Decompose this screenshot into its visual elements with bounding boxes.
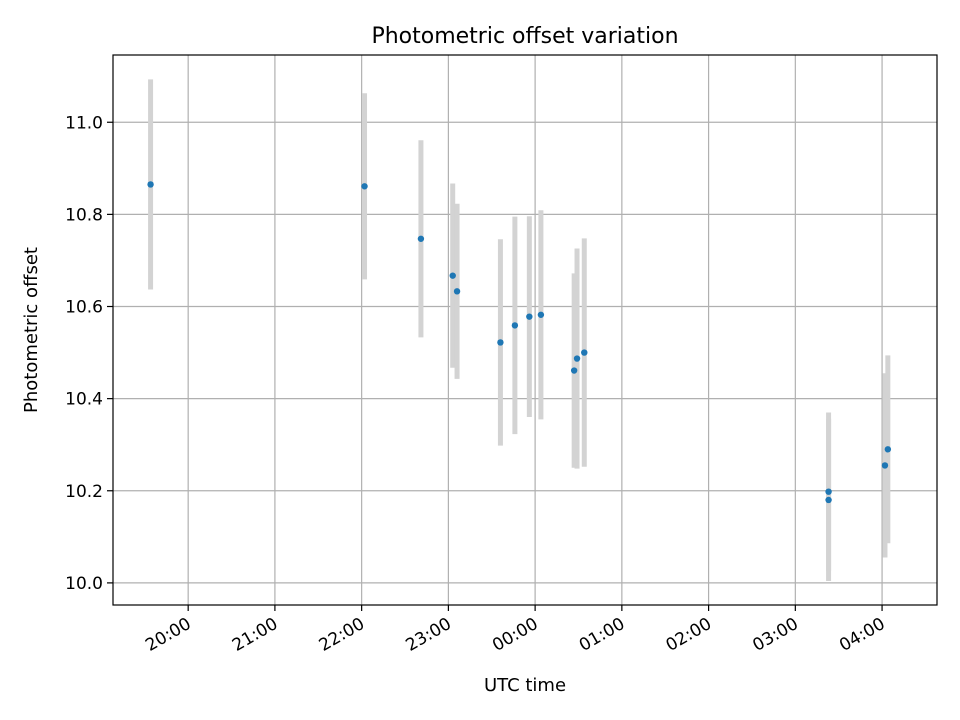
y-tick-label: 10.0 xyxy=(65,574,103,594)
y-tick-label: 11.0 xyxy=(65,113,103,133)
grid-layer xyxy=(113,55,937,605)
x-tick-label: 03:00 xyxy=(749,614,801,656)
data-point xyxy=(453,288,461,295)
data-point xyxy=(537,311,545,318)
data-point xyxy=(511,322,519,329)
y-tick-label: 10.2 xyxy=(65,482,103,502)
point-layer xyxy=(147,181,892,504)
data-point xyxy=(581,349,588,356)
data-point xyxy=(497,339,504,346)
x-tick-label: 23:00 xyxy=(402,614,454,656)
y-tick-label: 10.4 xyxy=(65,390,103,410)
plot-frame xyxy=(112,54,938,606)
x-tick-label: 00:00 xyxy=(489,614,541,656)
y-axis-label: Photometric offset xyxy=(21,247,42,413)
x-axis-label: UTC time xyxy=(484,675,566,696)
data-point xyxy=(570,367,578,374)
x-tick-label: 02:00 xyxy=(663,614,715,656)
data-point xyxy=(825,488,832,495)
chart-title: Photometric offset variation xyxy=(371,24,678,49)
x-tick-label: 20:00 xyxy=(142,614,194,656)
data-point xyxy=(573,355,581,362)
x-tick-label: 01:00 xyxy=(576,614,628,656)
data-point xyxy=(361,183,368,190)
errorbar-layer xyxy=(148,79,891,582)
data-point xyxy=(526,313,533,320)
data-point xyxy=(147,181,154,188)
data-point xyxy=(884,446,892,453)
data-point xyxy=(417,235,425,242)
data-point xyxy=(881,462,889,469)
x-tick-label: 04:00 xyxy=(836,614,888,656)
data-point xyxy=(825,496,832,504)
x-tick-label: 22:00 xyxy=(316,614,368,656)
y-tick-label: 10.8 xyxy=(65,205,103,225)
data-point xyxy=(449,272,456,279)
x-tick-label: 21:00 xyxy=(229,614,281,656)
y-tick-label: 10.6 xyxy=(65,298,103,318)
